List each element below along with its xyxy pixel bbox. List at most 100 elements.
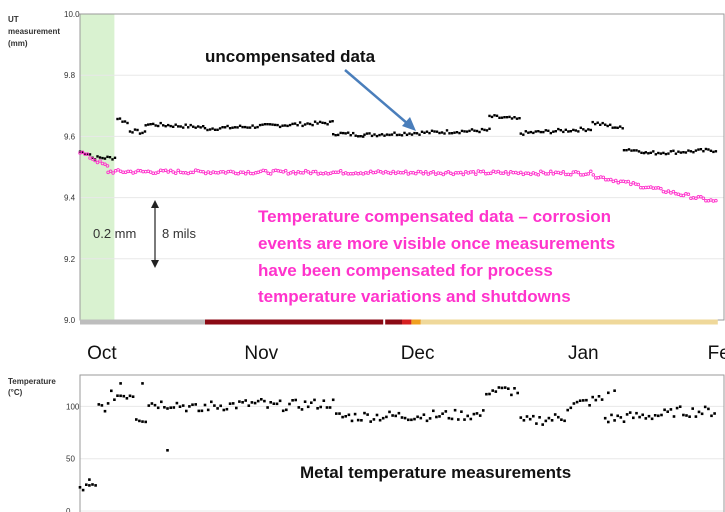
uncompensated-point [306,122,309,125]
temperature-point [144,420,147,424]
temperature-point [356,418,360,422]
uncompensated-point [470,128,474,131]
temperature-point [600,398,604,401]
temperature-point [478,414,482,417]
uncompensated-point [172,125,175,128]
uncompensated-point [453,131,456,134]
compensated-point [631,181,636,185]
temperature-point [375,413,379,417]
temperature-point [578,399,582,402]
uncompensated-point [659,152,663,155]
temperature-point [138,419,141,423]
compensated-point [601,175,606,180]
temperature-point [188,405,191,408]
compensated-point [506,172,511,176]
uncompensated-point [604,123,607,126]
temperature-point [116,394,119,397]
uncompensated-point [344,132,347,135]
compensated-point [551,172,556,176]
uncompensated-point [226,124,229,128]
uncompensated-point [423,131,426,134]
temperature-point [638,415,641,419]
uncompensated-point [532,131,535,135]
temperature-point [206,408,210,412]
temperature-point [85,483,88,486]
temperature-y-label-line: Temperature [8,377,56,386]
uncompensated-point [342,131,345,135]
uncompensated-point [589,128,592,132]
temperature-point [628,411,632,414]
uncompensated-point [298,121,302,124]
temperature-point [657,414,660,418]
temperature-point [700,412,704,416]
temperature-point [275,402,279,406]
compensated-point [519,170,523,175]
compensated-point [489,171,493,175]
temperature-point [260,398,263,401]
uncompensated-point [488,114,491,118]
temperature-point [300,408,304,411]
compensated-point [221,169,225,174]
temperature-point [663,408,666,412]
uncompensated-point [354,134,357,137]
uncompensated-point [488,127,491,130]
uncompensated-point [672,149,675,152]
uncompensated-point [321,121,324,124]
uncompensated-point [96,155,99,158]
compensated-point [108,169,113,174]
compensated-point [293,172,298,176]
compensated-point [391,169,395,174]
temperature-point [641,413,644,417]
compensated-point [85,152,90,156]
compensated-point [496,169,501,174]
temperature-data-points [78,382,716,492]
uncompensated-point [621,127,624,130]
uncompensated-point [503,116,506,119]
uncompensated-point [529,130,532,134]
uncompensated-point [177,125,180,128]
uncompensated-point [108,156,112,159]
uncompensated-point [83,153,87,156]
temperature-point [219,404,222,408]
uncompensated-point [253,126,257,129]
uncompensated-point [318,120,322,124]
uncompensated-point [644,151,647,154]
temperature-point [150,402,154,405]
compensated-point [243,172,248,176]
uncompensated-point [534,130,537,133]
uncompensated-point [233,126,237,129]
temperature-point [632,416,635,420]
uncompensated-point [458,131,461,135]
compensated-point [80,150,85,154]
temperature-point [313,398,316,402]
uncompensated-point [256,125,259,129]
temperature-point [419,416,423,420]
temperature-point [372,418,376,421]
temperature-point [125,397,129,400]
compensated-point [464,169,468,174]
temperature-point [469,417,473,421]
compensated-point [98,159,102,163]
uncompensated-point [326,123,329,126]
temperature-point [235,406,238,410]
temperature-plot-frame [79,374,725,512]
compensated-point [133,170,138,174]
uncompensated-point [390,133,394,136]
month-label: Feb [708,343,725,364]
compensated-point [539,169,543,173]
compensated-point [694,196,698,200]
uncompensated-point [393,131,396,134]
uncompensated-point [246,126,249,129]
temperature-point [597,395,601,398]
temperature-point [447,416,451,420]
compensated-note-line-3: have been compensated for process [258,261,553,280]
uncompensated-point [395,133,399,137]
compensated-point [459,170,463,175]
temperature-point [385,415,388,419]
compensated-point [419,170,423,174]
uncompensated-point [490,115,494,119]
temperature-point [378,418,382,422]
uncompensated-point [430,129,434,132]
uncompensated-point [599,123,602,126]
temperature-point [263,399,266,403]
